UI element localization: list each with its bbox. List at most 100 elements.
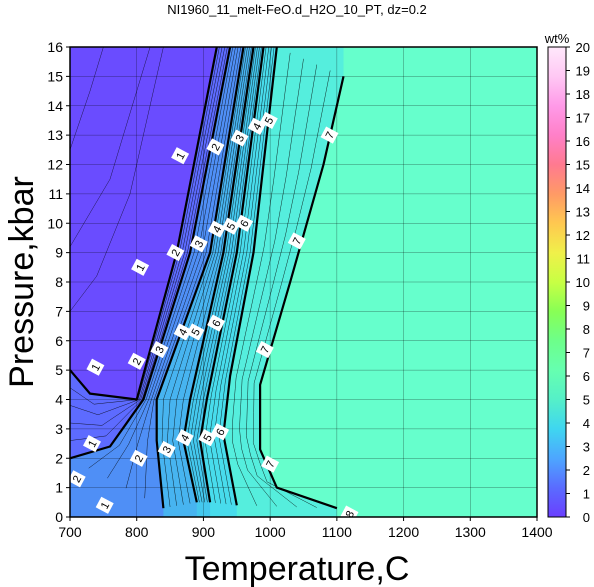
contour-label: 2 bbox=[166, 244, 185, 262]
y-tick-label: 11 bbox=[48, 186, 63, 202]
contour-label-box bbox=[207, 314, 226, 332]
minor-contour bbox=[209, 47, 270, 504]
colorbar-tick-label: 3 bbox=[583, 440, 590, 455]
major-contours bbox=[70, 47, 345, 510]
x-tick-label: 1200 bbox=[388, 524, 419, 540]
colorbar-tick-label: 14 bbox=[576, 181, 590, 196]
contour-label: 2 bbox=[67, 470, 86, 488]
contour-label-text: 7 bbox=[264, 459, 277, 470]
contour-label-box bbox=[166, 244, 185, 262]
chart-title: NI1960_11_melt-FeO.d_H2O_10_PT, dz=0.2 bbox=[167, 2, 427, 17]
contour-label-box bbox=[67, 470, 86, 488]
contour-label: 7 bbox=[261, 455, 280, 473]
colorbar-tick-label: 13 bbox=[576, 205, 590, 220]
x-tick-label: 800 bbox=[125, 524, 149, 540]
colorbar-tick-label: 8 bbox=[583, 322, 590, 337]
contour-label-box bbox=[206, 138, 225, 156]
contour-label-box bbox=[86, 358, 105, 376]
y-tick-label: 4 bbox=[55, 392, 63, 408]
contour-label-text: 1 bbox=[99, 500, 112, 511]
minor-contour bbox=[239, 58, 304, 507]
y-tick-label: 5 bbox=[55, 362, 63, 378]
colorbar-tick-label: 18 bbox=[576, 87, 590, 102]
contour-line-6 bbox=[222, 47, 278, 506]
y-tick-label: 9 bbox=[55, 245, 63, 261]
contour-label: 5 bbox=[259, 111, 278, 129]
contour-label-box bbox=[186, 323, 205, 341]
contour-label-text: 4 bbox=[177, 327, 190, 338]
colorbar-tick-label: 10 bbox=[576, 275, 590, 290]
contour-label: 1 bbox=[131, 258, 150, 276]
contour-label: 3 bbox=[230, 129, 249, 147]
x-tick-label: 1100 bbox=[322, 524, 352, 540]
contour-label-box bbox=[320, 126, 339, 144]
contour-label-box bbox=[127, 352, 146, 370]
contour-label-text: 6 bbox=[214, 427, 227, 438]
contour-label-box bbox=[173, 323, 192, 341]
x-tick-label: 1000 bbox=[255, 524, 286, 540]
contour-label-text: 5 bbox=[263, 115, 276, 126]
contour-label: 2 bbox=[206, 138, 225, 156]
colorbar-title: wt% bbox=[544, 31, 570, 46]
colorbar-tick-label: 0 bbox=[583, 510, 590, 525]
colorbar-tick-label: 6 bbox=[583, 369, 590, 384]
x-tick-label: 1300 bbox=[455, 524, 486, 540]
contour-label-box bbox=[235, 214, 254, 232]
contour-label-text: 1 bbox=[134, 262, 147, 273]
y-tick-label: 15 bbox=[47, 68, 63, 84]
contour-label: 1 bbox=[83, 435, 101, 453]
y-tick-label: 1 bbox=[55, 480, 63, 496]
contour-label-box bbox=[83, 435, 101, 453]
contour-label-text: 1 bbox=[86, 439, 99, 450]
y-tick-label: 0 bbox=[55, 509, 63, 525]
minor-contour bbox=[218, 47, 275, 505]
minor-contour bbox=[204, 47, 267, 503]
contour-label-text: 5 bbox=[202, 433, 215, 444]
contour-line-5 bbox=[199, 47, 265, 503]
contour-label: 3 bbox=[189, 235, 208, 253]
colorbar-tick-label: 16 bbox=[576, 134, 590, 149]
contour-label-box bbox=[207, 220, 226, 238]
contour-line-1 bbox=[70, 47, 218, 401]
minor-contour bbox=[213, 47, 272, 505]
contour-label-text: 2 bbox=[170, 248, 183, 259]
contour-label: 3 bbox=[157, 440, 176, 458]
contour-label: 1 bbox=[171, 147, 190, 165]
contour-label: 7 bbox=[255, 341, 274, 359]
colorbar-tick-label: 11 bbox=[577, 252, 591, 267]
contour-label-box bbox=[189, 235, 208, 253]
contour-label-text: 3 bbox=[234, 133, 247, 144]
contour-label-text: 2 bbox=[133, 453, 146, 464]
minor-contour bbox=[70, 47, 104, 150]
contour-line-7 bbox=[259, 76, 345, 510]
contour-label-box bbox=[340, 505, 359, 523]
colorbar-tick-label: 4 bbox=[583, 416, 590, 431]
minor-contour bbox=[252, 70, 331, 508]
y-tick-label: 8 bbox=[55, 274, 63, 290]
x-tick-label: 1400 bbox=[521, 524, 552, 540]
y-tick-label: 16 bbox=[47, 39, 63, 55]
contour-label-box bbox=[261, 455, 280, 473]
contour-label-box bbox=[157, 440, 176, 458]
contour-label: 5 bbox=[221, 217, 240, 235]
colorbar-tick-label: 20 bbox=[576, 40, 590, 55]
minor-contour bbox=[232, 52, 291, 506]
contour-line-3 bbox=[155, 47, 245, 509]
contour-label-text: 2 bbox=[71, 474, 84, 485]
contour-line-4 bbox=[182, 47, 255, 503]
contour-label: 4 bbox=[207, 220, 226, 238]
y-tick-label: 12 bbox=[47, 157, 63, 173]
contour-label: 7 bbox=[287, 232, 306, 250]
contour-label-text: 7 bbox=[291, 236, 304, 247]
contour-label-text: 4 bbox=[251, 121, 264, 132]
contour-label-box bbox=[171, 147, 190, 165]
x-tick-label: 900 bbox=[192, 524, 216, 540]
contour-label: 5 bbox=[186, 323, 205, 341]
contour-label-box bbox=[150, 341, 169, 359]
contour-label-text: 2 bbox=[210, 142, 223, 153]
colorbar-tick-label: 17 bbox=[576, 111, 590, 126]
contour-label-text: 7 bbox=[324, 130, 337, 141]
contour-label: 6 bbox=[207, 314, 226, 332]
